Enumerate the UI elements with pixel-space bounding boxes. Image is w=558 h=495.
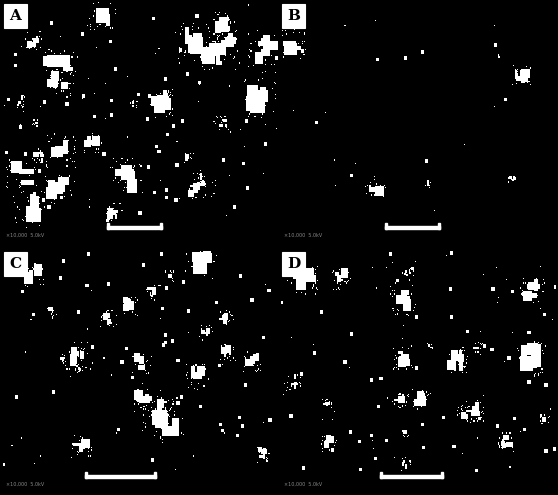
Bar bbox=[282, 252, 305, 277]
Bar bbox=[385, 223, 387, 229]
Text: ×10,000  5.0kV: ×10,000 5.0kV bbox=[6, 233, 44, 238]
Bar bbox=[155, 472, 156, 478]
Bar bbox=[385, 227, 440, 229]
Bar bbox=[107, 227, 162, 229]
Text: D: D bbox=[287, 257, 300, 271]
Bar bbox=[160, 223, 162, 229]
Text: ×10,000  5.0kV: ×10,000 5.0kV bbox=[284, 233, 323, 238]
Bar bbox=[4, 252, 27, 277]
Text: C: C bbox=[9, 257, 22, 271]
Bar bbox=[380, 472, 382, 478]
Bar bbox=[441, 472, 443, 478]
Bar bbox=[282, 3, 305, 28]
Bar bbox=[85, 475, 156, 478]
Bar bbox=[85, 472, 87, 478]
Text: A: A bbox=[9, 9, 21, 23]
Text: ×10,000  5.0kV: ×10,000 5.0kV bbox=[6, 482, 44, 487]
Bar bbox=[380, 475, 443, 478]
Bar bbox=[4, 3, 27, 28]
Text: B: B bbox=[287, 9, 300, 23]
Bar bbox=[438, 223, 440, 229]
Bar bbox=[107, 223, 109, 229]
Text: ×10,000  5.0kV: ×10,000 5.0kV bbox=[284, 482, 323, 487]
